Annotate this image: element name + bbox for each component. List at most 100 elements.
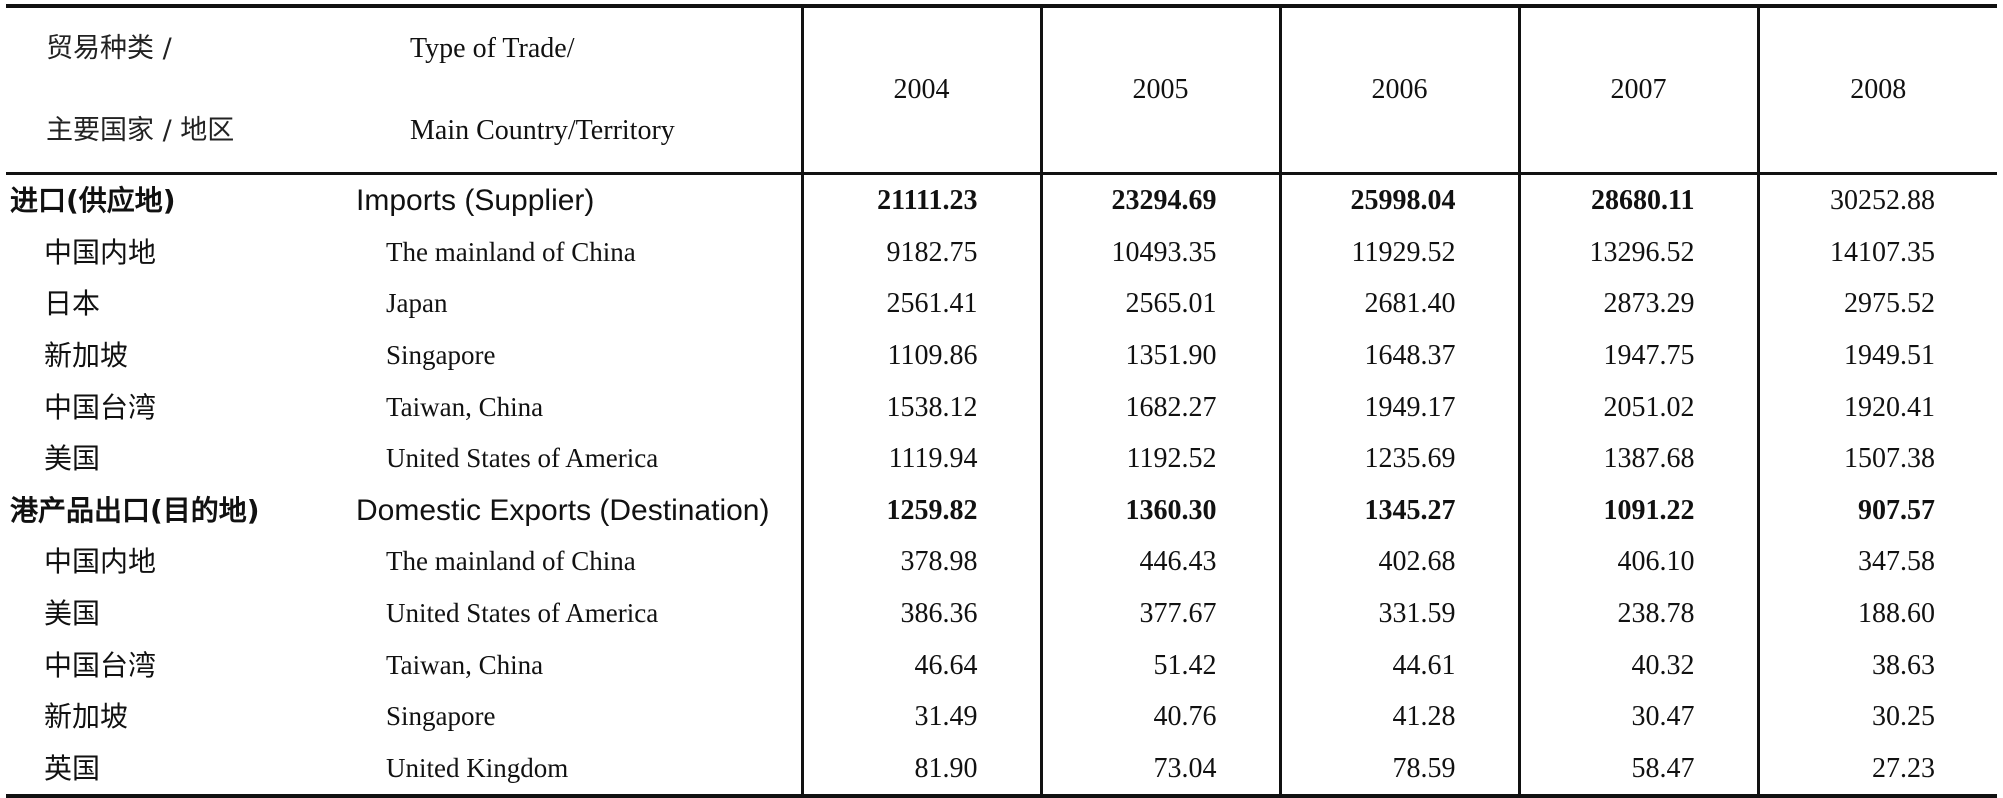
cell-value: 188.60 bbox=[1756, 587, 1997, 640]
cell-value: 446.43 bbox=[1039, 536, 1280, 588]
cell-value: 11929.52 bbox=[1278, 226, 1519, 279]
row-label-en: The mainland of China bbox=[386, 546, 636, 577]
cell-value: 38.63 bbox=[1756, 639, 1997, 691]
cell-value: 1682.27 bbox=[1039, 381, 1280, 433]
row-label-en: Taiwan, China bbox=[386, 391, 544, 422]
row-label-en: United States of America bbox=[386, 443, 659, 474]
trade-table: 贸易种类 / 主要国家 / 地区 Type of Trade/ Main Cou… bbox=[6, 4, 1997, 798]
row-label-cn: 中国台湾 bbox=[44, 648, 157, 682]
cell-value: 2565.01 bbox=[1039, 278, 1280, 330]
cell-value: 378.98 bbox=[800, 536, 1041, 588]
cell-value: 907.57 bbox=[1756, 484, 1997, 537]
header-row: 贸易种类 / 主要国家 / 地区 Type of Trade/ Main Cou… bbox=[6, 4, 1997, 175]
table-row: 美国 United States of America 386.36 377.6… bbox=[6, 587, 1997, 640]
cell-value: 1507.38 bbox=[1756, 432, 1997, 485]
row-label-cn: 日本 bbox=[44, 287, 101, 321]
cell-value: 73.04 bbox=[1039, 742, 1280, 798]
row-label-en: The mainland of China bbox=[386, 236, 636, 267]
cell-value: 1119.94 bbox=[800, 432, 1041, 485]
cell-value: 27.23 bbox=[1756, 742, 1997, 798]
header-chinese: 贸易种类 / 主要国家 / 地区 bbox=[6, 4, 328, 175]
cell-value: 1345.27 bbox=[1278, 484, 1519, 537]
cell-value: 377.67 bbox=[1039, 587, 1280, 640]
cell-value: 28680.11 bbox=[1517, 173, 1758, 227]
table-row: 英国 United Kingdom 81.90 73.04 78.59 58.4… bbox=[6, 742, 1997, 798]
cell-value: 46.64 bbox=[800, 639, 1041, 691]
row-label-cn: 英国 bbox=[6, 742, 328, 798]
cell-value: 58.47 bbox=[1517, 742, 1758, 798]
row-label-cn: 美国 bbox=[44, 442, 101, 476]
cell-value: 2051.02 bbox=[1517, 381, 1758, 433]
table-row: 美国 United States of America 1119.94 1192… bbox=[6, 432, 1997, 485]
table-row-group-imports: 进口(供应地) Imports (Supplier) 21111.23 2329… bbox=[6, 173, 1997, 227]
table-row: 中国内地 The mainland of China 9182.75 10493… bbox=[6, 226, 1997, 279]
cell-value: 1949.51 bbox=[1756, 329, 1997, 382]
cell-value: 25998.04 bbox=[1278, 173, 1519, 227]
cell-value: 1949.17 bbox=[1278, 381, 1519, 433]
row-label-en: Singapore bbox=[386, 340, 496, 371]
cell-value: 10493.35 bbox=[1039, 226, 1280, 279]
header-cn-line2: 主要国家 / 地区 bbox=[46, 115, 235, 146]
cell-value: 1387.68 bbox=[1517, 432, 1758, 485]
row-label-cn: 新加坡 bbox=[44, 339, 129, 373]
header-year: 2008 bbox=[1756, 4, 1997, 175]
cell-value: 1360.30 bbox=[1039, 484, 1280, 537]
cell-value: 2561.41 bbox=[800, 278, 1041, 330]
cell-value: 347.58 bbox=[1756, 536, 1997, 588]
cell-value: 30252.88 bbox=[1756, 173, 1997, 227]
table-header: 贸易种类 / 主要国家 / 地区 Type of Trade/ Main Cou… bbox=[6, 4, 1997, 175]
row-label-cn: 新加坡 bbox=[44, 700, 129, 734]
table-row: 新加坡 Singapore 1109.86 1351.90 1648.37 19… bbox=[6, 329, 1997, 382]
cell-value: 1235.69 bbox=[1278, 432, 1519, 485]
row-label-en: United States of America bbox=[386, 598, 659, 629]
cell-value: 1192.52 bbox=[1039, 432, 1280, 485]
cell-value: 78.59 bbox=[1278, 742, 1519, 798]
cell-value: 331.59 bbox=[1278, 587, 1519, 640]
row-label-cn: 美国 bbox=[44, 597, 101, 631]
cell-value: 40.76 bbox=[1039, 690, 1280, 743]
row-label-en: United Kingdom bbox=[328, 742, 802, 798]
cell-value: 402.68 bbox=[1278, 536, 1519, 588]
row-label-cn: 港产品出口(目的地) bbox=[10, 493, 260, 527]
row-label-en: Japan bbox=[386, 288, 448, 319]
header-year: 2007 bbox=[1517, 4, 1758, 175]
row-label-cn: 中国内地 bbox=[44, 545, 157, 579]
cell-value: 81.90 bbox=[800, 742, 1041, 798]
cell-value: 406.10 bbox=[1517, 536, 1758, 588]
cell-value: 1538.12 bbox=[800, 381, 1041, 433]
cell-value: 40.32 bbox=[1517, 639, 1758, 691]
cell-value: 238.78 bbox=[1517, 587, 1758, 640]
table-row: 新加坡 Singapore 31.49 40.76 41.28 30.47 30… bbox=[6, 690, 1997, 743]
cell-value: 1259.82 bbox=[800, 484, 1041, 537]
cell-value: 41.28 bbox=[1278, 690, 1519, 743]
table-body: 进口(供应地) Imports (Supplier) 21111.23 2329… bbox=[6, 173, 1997, 798]
row-label-cn: 中国内地 bbox=[44, 235, 157, 269]
cell-value: 13296.52 bbox=[1517, 226, 1758, 279]
cell-value: 2873.29 bbox=[1517, 278, 1758, 330]
cell-value: 1947.75 bbox=[1517, 329, 1758, 382]
cell-value: 1351.90 bbox=[1039, 329, 1280, 382]
cell-value: 1091.22 bbox=[1517, 484, 1758, 537]
cell-value: 386.36 bbox=[800, 587, 1041, 640]
table-row: 中国台湾 Taiwan, China 46.64 51.42 44.61 40.… bbox=[6, 639, 1997, 691]
header-year: 2006 bbox=[1278, 4, 1519, 175]
cell-value: 1109.86 bbox=[800, 329, 1041, 382]
row-label-en: Singapore bbox=[386, 701, 496, 732]
row-label-en: Domestic Exports (Destination) bbox=[356, 493, 770, 527]
header-cn-line1: 贸易种类 / bbox=[46, 33, 172, 64]
cell-value: 31.49 bbox=[800, 690, 1041, 743]
table-row: 中国内地 The mainland of China 378.98 446.43… bbox=[6, 536, 1997, 588]
row-label-cn: 进口(供应地) bbox=[10, 184, 176, 218]
table-row: 中国台湾 Taiwan, China 1538.12 1682.27 1949.… bbox=[6, 381, 1997, 433]
cell-value: 14107.35 bbox=[1756, 226, 1997, 279]
cell-value: 2681.40 bbox=[1278, 278, 1519, 330]
cell-value: 21111.23 bbox=[800, 173, 1041, 227]
header-english: Type of Trade/ Main Country/Territory bbox=[328, 4, 802, 175]
cell-value: 1648.37 bbox=[1278, 329, 1519, 382]
cell-value: 44.61 bbox=[1278, 639, 1519, 691]
table-row: 日本 Japan 2561.41 2565.01 2681.40 2873.29… bbox=[6, 278, 1997, 330]
cell-value: 51.42 bbox=[1039, 639, 1280, 691]
header-year: 2004 bbox=[800, 4, 1041, 175]
row-label-en: Imports (Supplier) bbox=[356, 184, 595, 218]
